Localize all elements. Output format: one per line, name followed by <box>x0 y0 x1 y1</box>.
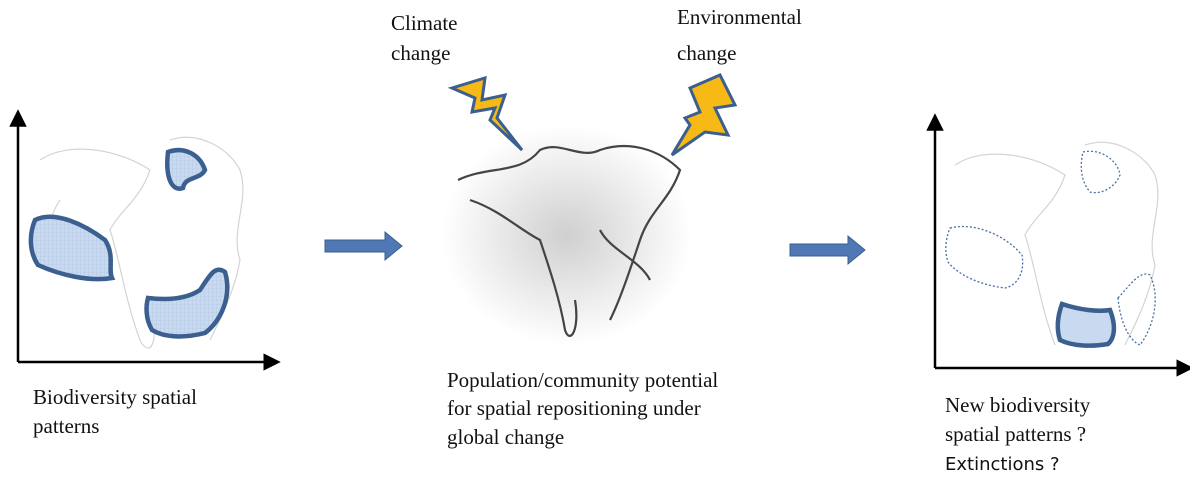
world-map <box>457 145 682 337</box>
range-blob <box>28 214 116 282</box>
former-range <box>945 225 1024 289</box>
caption: spatial patterns ? <box>945 422 1086 446</box>
middle-panel: Climate change Environmental change Popu… <box>391 5 802 449</box>
caption: patterns <box>33 414 99 438</box>
caption: for spatial repositioning under <box>447 396 701 420</box>
lightning <box>670 73 738 157</box>
right-panel: New biodiversity spatial patterns ? Exti… <box>926 113 1190 475</box>
driver-label: Climate <box>391 11 458 35</box>
left-panel: Biodiversity spatial patterns <box>9 109 281 438</box>
range-blob <box>144 267 230 339</box>
caption: New biodiversity <box>945 393 1091 417</box>
new-range <box>1055 301 1117 348</box>
map-shading <box>442 125 692 345</box>
world-outline <box>954 141 1159 346</box>
caption: global change <box>447 425 564 449</box>
driver-label: change <box>391 41 450 65</box>
caption: Population/community potential <box>447 368 718 392</box>
driver-label: change <box>677 41 736 65</box>
former-range <box>1117 273 1156 346</box>
driver-label: Environmental <box>677 5 802 29</box>
caption: Biodiversity spatial <box>33 385 197 409</box>
lightning <box>447 75 524 152</box>
range-blob <box>165 147 208 191</box>
flow-arrow <box>789 234 866 266</box>
note: Extinctions ? <box>945 454 1060 475</box>
former-range <box>1080 150 1121 194</box>
flow-arrow <box>324 230 403 262</box>
